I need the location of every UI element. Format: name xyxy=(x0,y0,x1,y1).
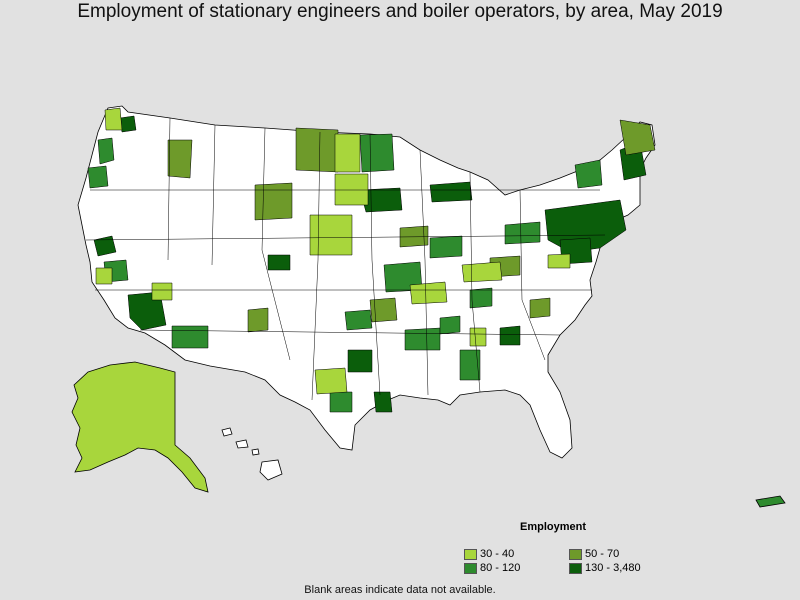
legend-swatch xyxy=(464,562,477,574)
legend-item-label: 130 - 3,480 xyxy=(585,562,641,575)
footnote: Blank areas indicate data not available. xyxy=(304,584,496,596)
legend-swatch xyxy=(569,562,582,574)
legend-item-label: 50 - 70 xyxy=(585,548,620,561)
legend-swatch xyxy=(569,548,582,560)
legend-item-label: 80 - 120 xyxy=(480,562,521,575)
areas-130-3480 xyxy=(93,115,647,413)
areas-80-120 xyxy=(87,133,603,413)
areas-50-70 xyxy=(167,119,656,333)
puerto-rico-landmass xyxy=(755,495,786,508)
contiguous-us-landmass xyxy=(77,105,656,459)
legend-item-label: 30 - 40 xyxy=(480,548,515,561)
alaska-landmass xyxy=(71,361,209,493)
area-boundaries xyxy=(85,117,606,401)
areas-30-40 xyxy=(95,107,571,395)
map-title: Employment of stationary engineers and b… xyxy=(77,1,723,22)
hawaii-islands xyxy=(221,427,283,481)
legend-item-30-40: 30 - 40 xyxy=(464,548,514,560)
legend-title: Employment xyxy=(520,521,587,533)
legend-item-50-70: 50 - 70 xyxy=(569,548,619,560)
legend-item-130-3480: 130 - 3,480 xyxy=(569,562,641,574)
legend-item-80-120: 80 - 120 xyxy=(464,562,520,574)
legend-swatch xyxy=(464,548,477,560)
